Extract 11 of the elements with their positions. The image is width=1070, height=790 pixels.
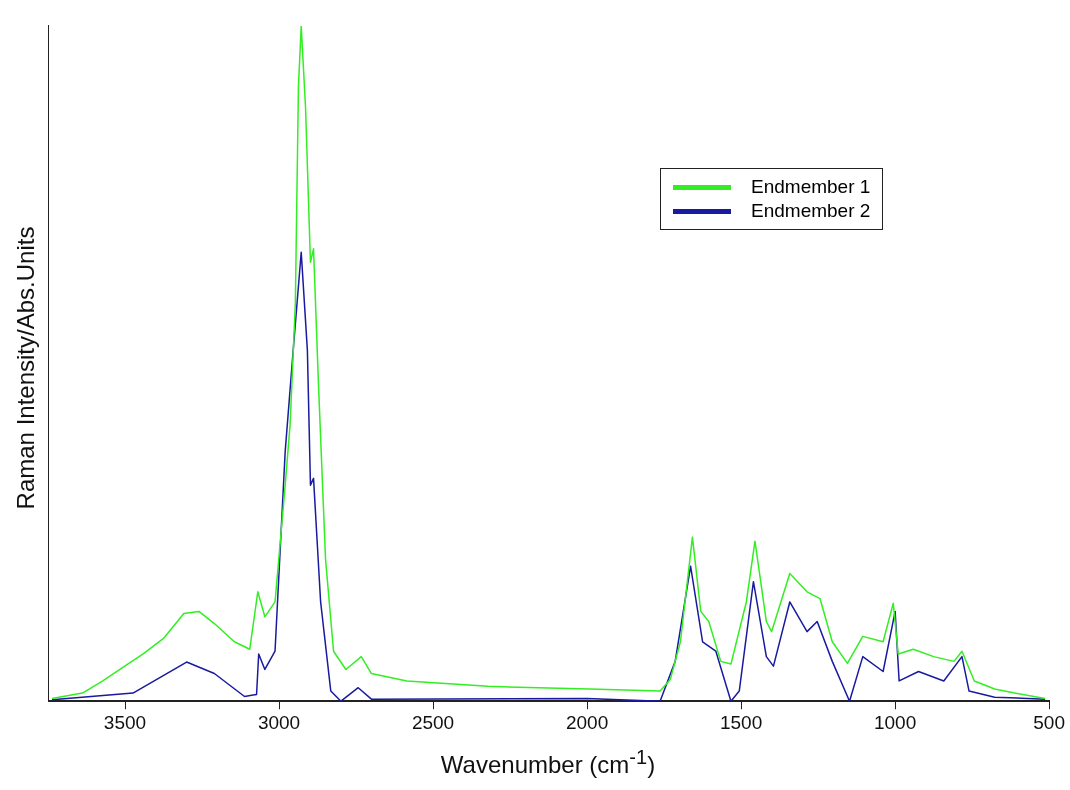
x-tick-label: 3000 bbox=[257, 711, 301, 733]
legend-label: Endmember 2 bbox=[751, 199, 871, 223]
legend-label: Endmember 1 bbox=[751, 175, 871, 199]
x-tick-label: 2500 bbox=[411, 711, 455, 733]
x-tick-label: 500 bbox=[1033, 711, 1065, 733]
x-tick-label: 1000 bbox=[873, 711, 917, 733]
x-tick-label: 1500 bbox=[719, 711, 763, 733]
x-axis-title: Wavenumber (cm$^{-1}$) bbox=[439, 746, 657, 779]
x-tick-label: 3500 bbox=[103, 711, 147, 733]
y-axis-title: Raman Intensity/Abs.Units bbox=[12, 226, 40, 510]
x-tick-label: 2000 bbox=[565, 711, 609, 733]
